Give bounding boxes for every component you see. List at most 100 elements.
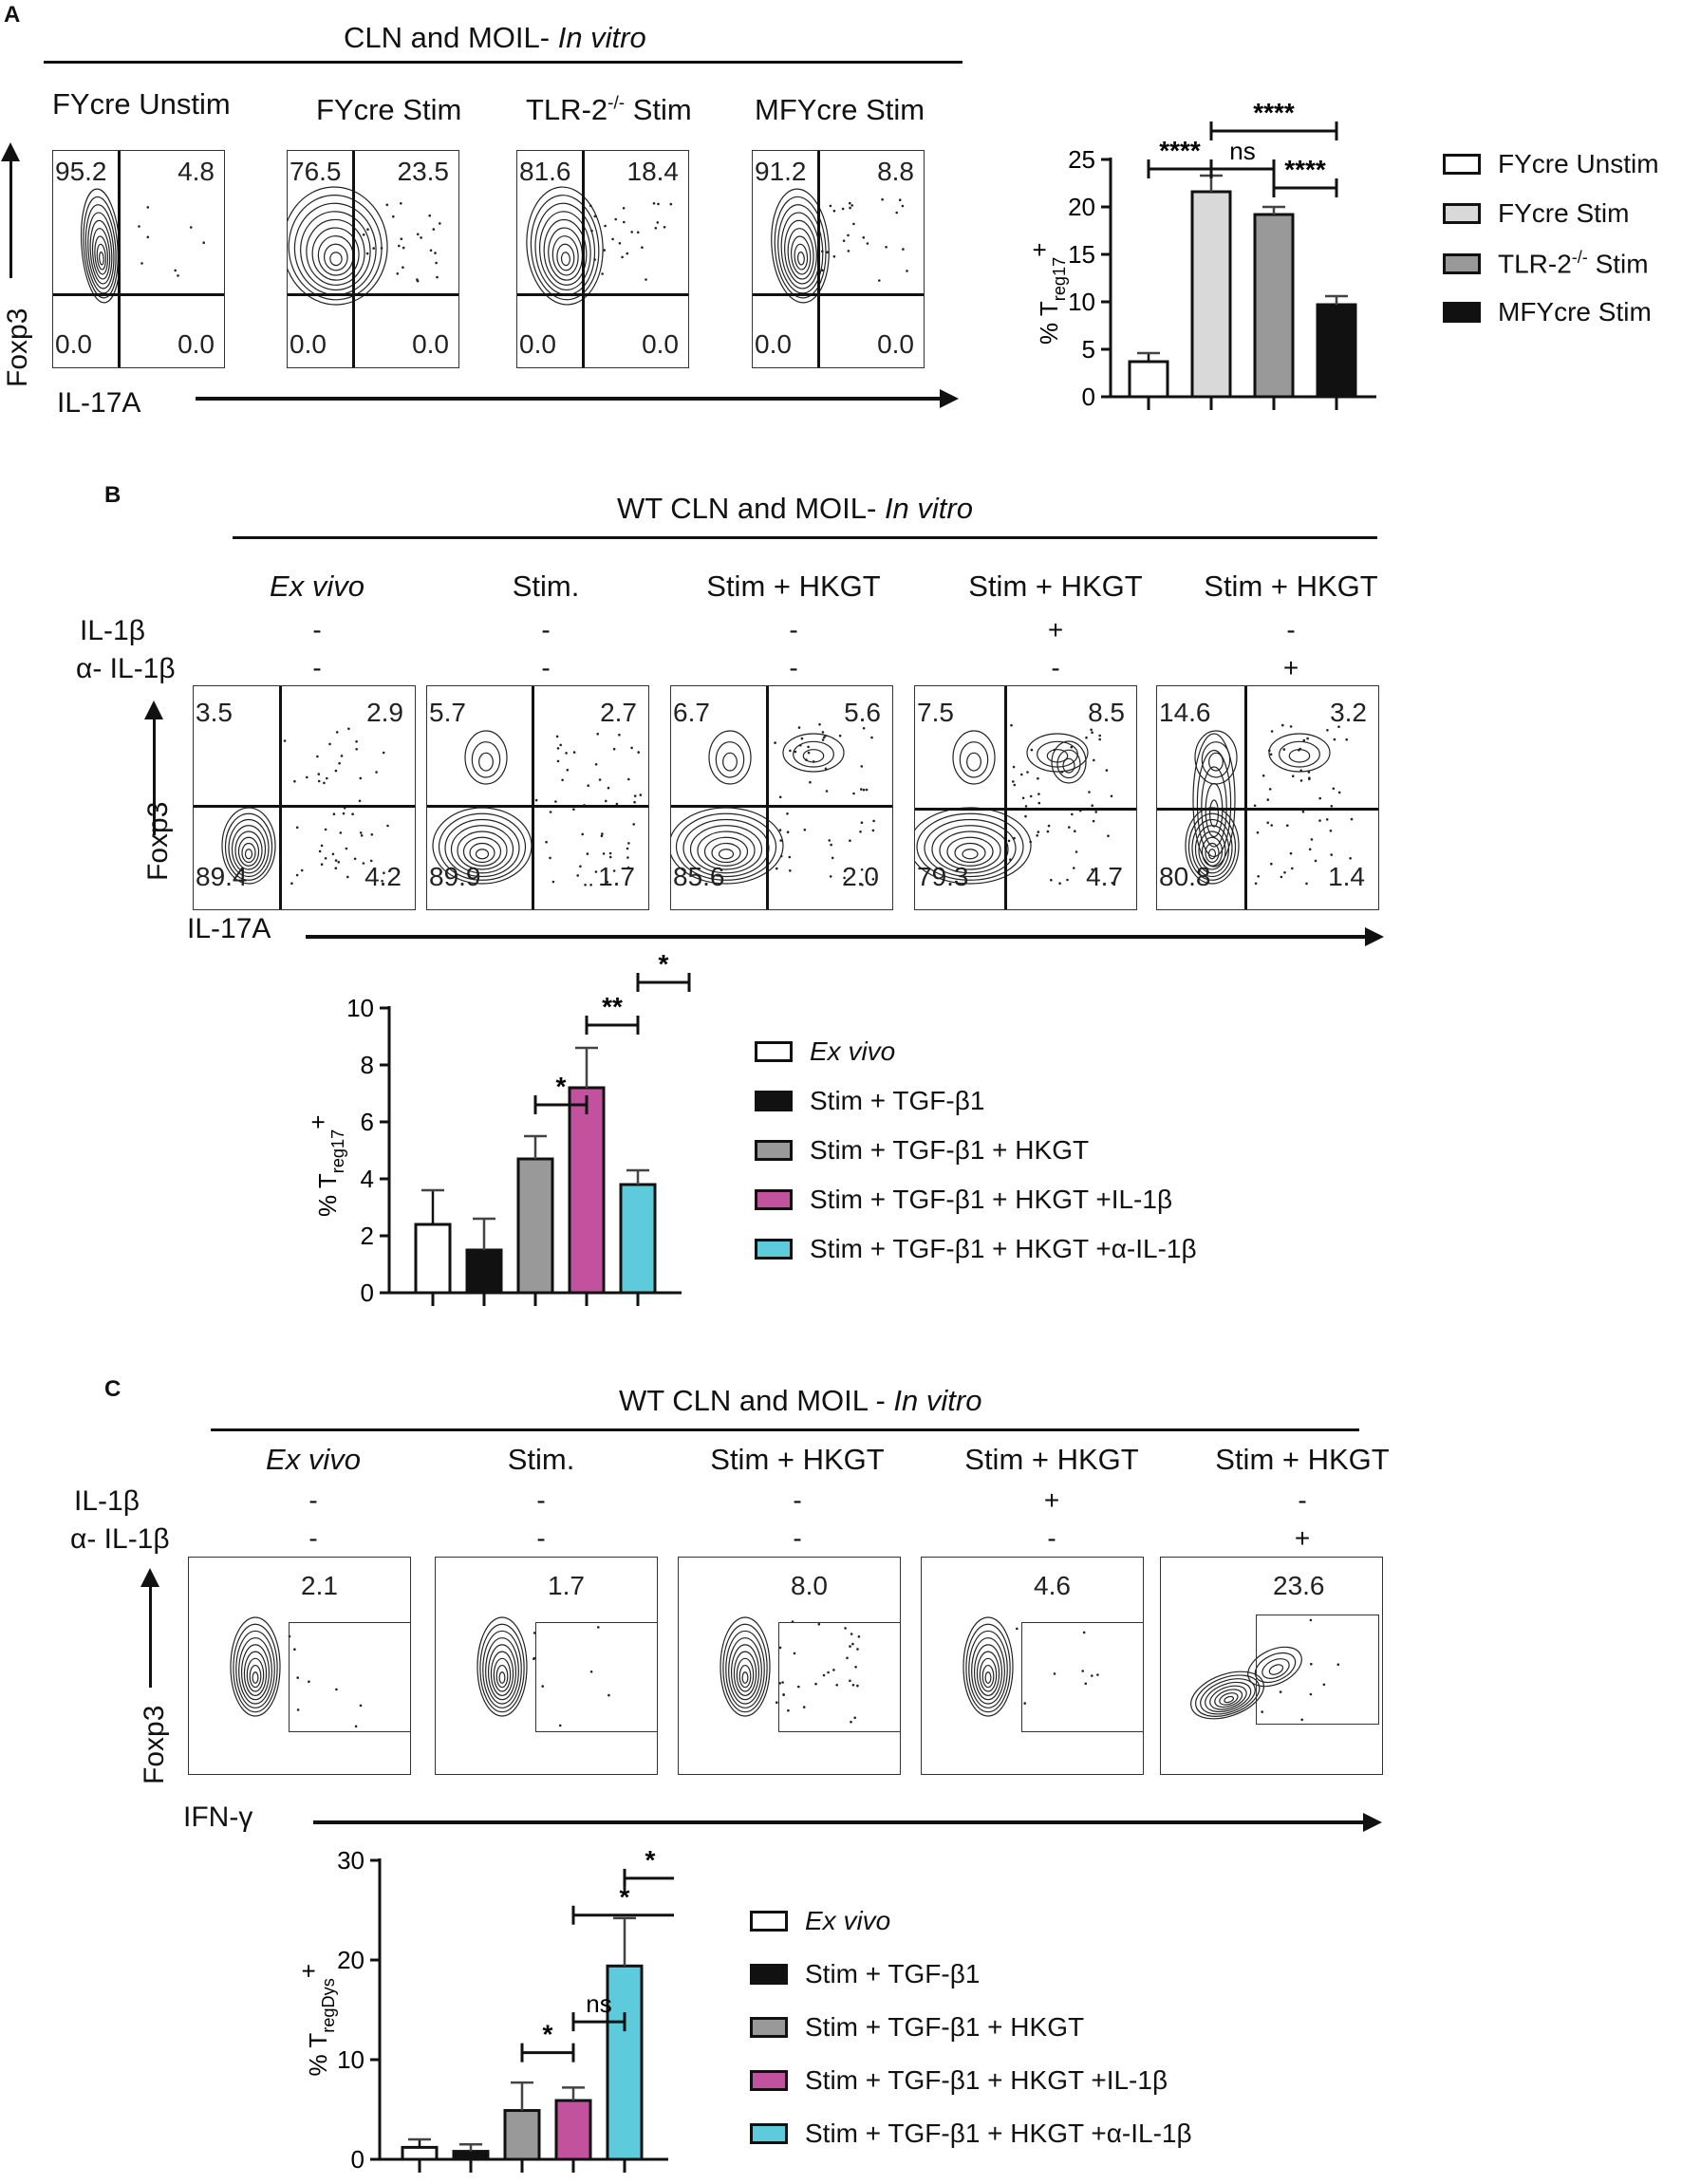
event-dot [865,788,869,792]
event-dot [1281,723,1284,727]
legend-label: FYcre Unstim [1498,149,1659,178]
panel-c-x-arrow [313,1820,1367,1824]
event-dot [817,1622,821,1626]
y-tick-label: 6 [361,1108,374,1136]
event-dot [843,876,846,880]
event-dot [1268,788,1272,791]
panel_b-il1b-2: - [541,615,551,644]
legend-swatch [1443,302,1481,323]
contour-line [539,211,591,291]
event-dot [1013,783,1017,787]
quadrant-value-lower-right: 0.0 [178,329,215,359]
event-dot [565,752,568,755]
event-dot [597,1626,600,1629]
event-dot [337,861,341,864]
event-dot [1282,748,1286,751]
contour-line [556,243,575,271]
y-tick-label: 15 [1068,240,1095,269]
panel_b-anti-il1b-1: - [312,653,322,682]
contour-line [1062,757,1075,774]
event-dot [1037,793,1040,795]
event-dot [1105,769,1109,772]
event-dot [358,799,362,803]
contour-line [1201,766,1227,848]
panel_c-anti-il1b-3: - [793,1523,802,1553]
event-dot [436,275,439,279]
event-dot [345,847,348,850]
event-dot [856,1648,859,1651]
quadrant-horizontal-line [753,293,924,296]
legend-item: Stim + TGF-β1 + HKGT [750,2012,1084,2043]
event-dot [852,222,855,226]
panel_c-anti-il1b-5: + [1294,1523,1311,1553]
event-dot [846,1656,849,1660]
contour-line [973,1644,1003,1701]
event-dot [639,793,643,796]
panel_c-anti-il1b-1: - [308,1523,318,1553]
event-dot [612,869,616,872]
event-dot [1289,851,1293,855]
event-dot [849,839,851,842]
event-dot [355,740,358,743]
event-dot [778,1682,781,1685]
event-dot [1084,1682,1088,1686]
panel_c-col-4-title: Stim + HKGT [964,1443,1139,1476]
panel-a-y-axis-label: Foxp3 [2,308,33,387]
event-dot [1322,1683,1326,1687]
contour-line [796,252,805,266]
bar [1190,190,1232,399]
quadrant-value-upper-right: 3.2 [1330,698,1367,727]
event-dot [1291,775,1295,777]
panel_b-il1b-5: - [1286,615,1296,644]
event-dot [779,839,782,842]
bar [503,2109,541,2161]
event-dot [1261,1710,1263,1713]
panel-c-y-axis-label: Foxp3 [139,1705,170,1784]
event-dot [854,1666,857,1669]
event-dot [589,204,592,208]
significance-label: ns [1229,137,1255,165]
event-dot [1091,868,1094,871]
panel-a-col-2-title: FYcre Stim [316,93,462,126]
event-dot [1081,1670,1084,1672]
ifn-gamma-gate [535,1622,657,1732]
event-dot [805,758,808,761]
panel-b-header-rule [233,536,1377,539]
panel-b-flow-plot-3: 6.7 5.6 85.6 2.0 [670,685,893,910]
event-dot [621,255,624,259]
contour-line [91,228,111,280]
contour-line [1219,1692,1239,1706]
panel-c-header-rule [211,1428,1359,1431]
event-dot [1066,878,1069,882]
flow-contour-svg [915,723,1114,885]
event-dot [1266,798,1270,801]
event-dot [601,272,604,275]
event-dot [1291,867,1294,870]
event-dot [1337,725,1340,728]
y-tick-label: 0 [361,1279,374,1307]
quadrant-value-upper-left: 3.5 [196,698,233,727]
contour-line [718,849,735,860]
event-dot [1074,830,1076,832]
event-dot [416,233,420,236]
event-dot [630,231,633,233]
contour-line [311,227,360,281]
contour-line [736,1657,755,1692]
panel-c-flow-plot-4: 4.6 [921,1557,1144,1775]
event-dot [400,237,403,240]
event-dot [829,875,832,878]
quadrant-value-lower-right: 2.0 [842,862,879,891]
event-dot [1091,1674,1093,1677]
y-axis-title: % TregDys+ [294,1964,338,2077]
contour-line [1196,749,1232,858]
event-dot [881,197,884,201]
y-tick-label: 20 [1068,193,1095,221]
event-dot [369,859,373,863]
event-dot [814,1682,817,1686]
contour-line [1208,799,1219,828]
event-dot [849,1645,851,1648]
contour-line [1247,1646,1302,1688]
event-dot [308,1680,310,1683]
event-dot [1075,850,1078,853]
event-dot [776,867,778,870]
